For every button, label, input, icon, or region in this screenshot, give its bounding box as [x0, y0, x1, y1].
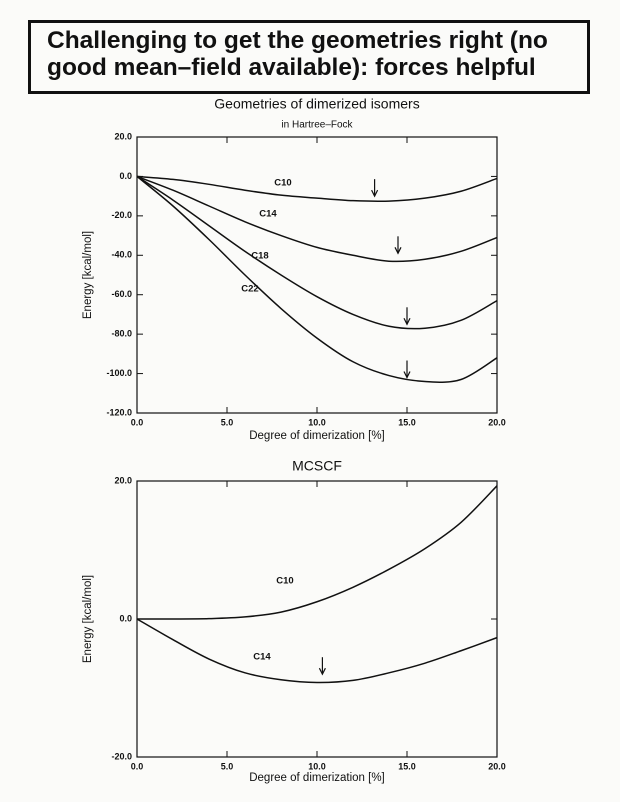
- min-arrow: [394, 236, 402, 255]
- min-arrow: [371, 179, 379, 198]
- y-tick-label: -80.0: [111, 329, 132, 339]
- x-axis-label: Degree of dimerization [%]: [249, 772, 385, 784]
- series-label: C10: [276, 576, 293, 587]
- chart-title: Geometries of dimerized isomers: [214, 96, 419, 112]
- series-label: C10: [274, 178, 291, 189]
- min-arrow: [403, 360, 411, 379]
- arrow-part: [371, 189, 379, 198]
- series-label: C14: [253, 652, 271, 663]
- x-tick-label: 0.0: [131, 417, 144, 427]
- y-tick-label: -60.0: [111, 289, 132, 299]
- min-arrow: [403, 307, 411, 326]
- series-line: [136, 175, 498, 203]
- y-tick-label: 0.0: [119, 613, 132, 623]
- x-tick-label: 5.0: [221, 761, 234, 771]
- x-tick-label: 20.0: [488, 761, 506, 771]
- x-tick-label: 15.0: [398, 761, 416, 771]
- series-line: [136, 175, 498, 330]
- x-axis-label: Degree of dimerization [%]: [249, 430, 385, 442]
- x-tick-label: 0.0: [131, 761, 144, 771]
- series-line: [136, 175, 498, 263]
- x-tick-label: 5.0: [221, 417, 234, 427]
- arrow-part: [394, 247, 402, 255]
- x-tick-label: 15.0: [398, 417, 416, 427]
- y-tick-label: -20.0: [111, 751, 132, 761]
- chart-title: MCSCF: [292, 458, 342, 474]
- series-label: C22: [241, 284, 258, 295]
- y-tick-label: -40.0: [111, 250, 132, 260]
- y-tick-label: 20.0: [114, 475, 132, 485]
- y-tick-label: -20.0: [111, 210, 132, 220]
- headline: Challenging to get the geometries right …: [28, 20, 590, 94]
- y-tick-label: -120.0: [106, 407, 132, 417]
- series-line: [136, 485, 498, 620]
- y-tick-label: -100.0: [106, 368, 132, 378]
- y-tick-label: 20.0: [114, 131, 132, 141]
- arrow-part: [403, 318, 411, 326]
- arrow-part: [403, 371, 411, 379]
- y-axis-label: Energy [kcal/mol]: [82, 575, 94, 663]
- series-label: C14: [259, 209, 277, 220]
- y-axis-label: Energy [kcal/mol]: [82, 231, 94, 319]
- plot-frame: [136, 136, 498, 414]
- x-tick-label: 10.0: [308, 417, 326, 427]
- y-tick-label: 0.0: [119, 171, 132, 181]
- min-arrow: [318, 657, 326, 676]
- x-tick-label: 10.0: [308, 761, 326, 771]
- series-line: [136, 175, 498, 383]
- series-line: [136, 618, 498, 684]
- series-label: C18: [251, 251, 268, 262]
- arrow-part: [318, 667, 326, 676]
- chart-subtitle: in Hartree–Fock: [281, 120, 353, 131]
- x-tick-label: 20.0: [488, 417, 506, 427]
